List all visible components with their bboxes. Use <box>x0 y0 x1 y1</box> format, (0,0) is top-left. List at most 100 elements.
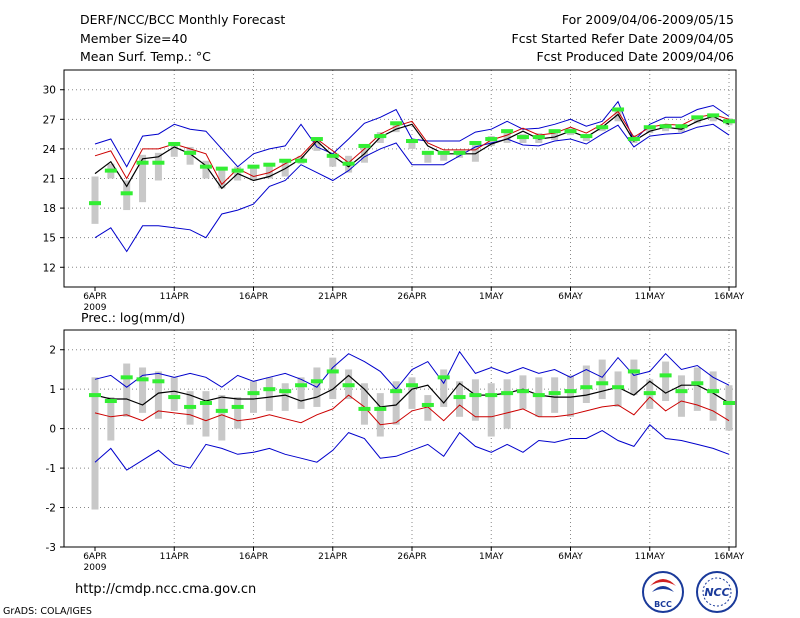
start-date: Fcst Started Refer Date 2009/04/05 <box>511 31 735 46</box>
x-tick-label: 26APR <box>397 292 426 302</box>
x-tick-label: 16MAY <box>714 292 745 302</box>
median-mark <box>279 158 292 163</box>
spread-box <box>408 377 416 409</box>
median-mark <box>374 406 387 411</box>
median-mark <box>516 389 529 394</box>
median-mark <box>231 168 244 173</box>
member-size: Member Size=40 <box>80 31 188 46</box>
spread-box <box>376 393 384 437</box>
x-tick-label: 11MAY <box>635 292 666 302</box>
precip-panel-title: Prec.: log(mm/d) <box>81 310 185 325</box>
median-mark <box>231 404 244 409</box>
median-mark <box>453 395 466 400</box>
grads-credit: GrADS: COLA/IGES <box>3 606 92 617</box>
median-mark <box>580 385 593 390</box>
median-mark <box>199 400 212 405</box>
median-mark <box>501 129 514 134</box>
x-tick-label: 16APR <box>239 292 268 302</box>
median-mark <box>548 129 561 134</box>
y-tick-label: 1 <box>49 384 56 396</box>
spread-box <box>313 137 321 151</box>
produced-date: Fcst Produced Date 2009/04/06 <box>536 49 734 64</box>
x-tick-label: 11APR <box>160 552 189 562</box>
x-tick-label: 16MAY <box>714 552 745 562</box>
median-mark <box>136 377 149 382</box>
median-mark <box>215 408 228 413</box>
spread-box <box>360 383 368 425</box>
spread-box <box>170 142 178 157</box>
y-tick-label: 27 <box>43 114 56 126</box>
spread-box <box>471 379 479 421</box>
website-url[interactable]: http://cmdp.ncc.cma.gov.cn <box>75 582 257 597</box>
max-line <box>94 100 730 168</box>
median-mark <box>168 395 181 400</box>
spread-box <box>154 371 162 419</box>
x-tick-label: 6APR <box>83 292 107 302</box>
median-mark <box>643 391 656 396</box>
bcc-logo-text: BCC <box>654 600 672 609</box>
spread-box <box>392 381 400 425</box>
median-mark <box>485 137 498 142</box>
median-mark <box>691 381 704 386</box>
median-mark <box>326 369 339 374</box>
median-mark <box>691 115 704 120</box>
y-tick-label: 21 <box>43 174 56 186</box>
median-mark <box>358 406 371 411</box>
median-mark <box>421 150 434 155</box>
median-mark <box>453 150 466 155</box>
median-mark <box>437 375 450 380</box>
median-mark <box>659 124 672 129</box>
spread-box <box>202 391 210 437</box>
x-tick-label: 16APR <box>239 552 268 562</box>
median-mark <box>564 389 577 394</box>
median-mark <box>580 134 593 139</box>
spread-box <box>646 127 654 134</box>
spread-box <box>725 385 733 431</box>
median-mark <box>659 373 672 378</box>
median-mark <box>596 381 609 386</box>
median-mark <box>152 379 165 384</box>
chart-title: DERF/NCC/BCC Monthly Forecast <box>80 12 286 27</box>
median-mark <box>374 134 387 139</box>
y-tick-label: -2 <box>46 503 56 515</box>
x-tick-label: 11MAY <box>635 552 666 562</box>
spread-box <box>329 152 337 167</box>
median-mark <box>675 124 688 129</box>
median-mark <box>469 393 482 398</box>
x-year-label: 2009 <box>84 303 107 313</box>
spread-box <box>218 395 226 441</box>
median-mark <box>136 160 149 165</box>
median-mark <box>437 150 450 155</box>
spread-box <box>709 115 717 122</box>
y-tick-label: 12 <box>43 262 56 274</box>
spread-box <box>218 167 226 189</box>
spread-box <box>107 397 115 441</box>
ncc-logo-icon: NCC <box>696 571 738 613</box>
spread-box <box>487 383 495 437</box>
min-line <box>94 423 730 471</box>
spread-box <box>471 142 479 162</box>
median-mark <box>627 137 640 142</box>
median-mark <box>612 385 625 390</box>
spread-box <box>281 383 289 411</box>
spread-box <box>139 367 147 413</box>
median-mark <box>295 383 308 388</box>
spread-box <box>392 122 400 133</box>
x-tick-label: 21APR <box>318 552 347 562</box>
percentile-line <box>94 110 730 186</box>
spread-box <box>91 176 99 224</box>
median-mark <box>295 158 308 163</box>
spread-box <box>202 160 210 179</box>
median-mark <box>406 383 418 388</box>
median-mark <box>152 160 165 165</box>
spread-box <box>250 166 257 181</box>
median-mark <box>390 389 403 394</box>
median-mark <box>342 383 355 388</box>
spread-box <box>582 365 590 403</box>
median-mark <box>326 153 339 158</box>
median-mark <box>247 391 260 396</box>
median-mark <box>120 191 133 196</box>
median-mark <box>643 125 656 130</box>
median-mark <box>406 139 418 144</box>
